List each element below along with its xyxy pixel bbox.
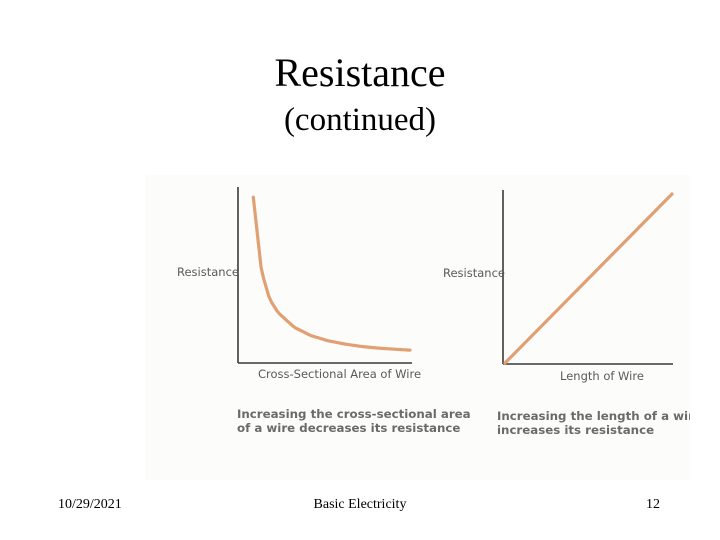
- chart-figure: Resistance Cross-Sectional Area of Wire …: [145, 175, 702, 480]
- left-y-label: Resistance: [177, 265, 239, 279]
- chart-area-vs-resistance: Resistance Cross-Sectional Area of Wire …: [177, 187, 471, 435]
- left-x-label: Cross-Sectional Area of Wire: [258, 367, 421, 381]
- right-caption-line-1: Increasing the length of a wire: [497, 409, 690, 423]
- left-caption-line-1: Increasing the cross-sectional area: [237, 407, 471, 421]
- page-number: 12: [646, 497, 660, 512]
- right-resistance-line: [503, 192, 674, 365]
- right-caption-line-2: increases its resistance: [497, 423, 654, 437]
- slide-title: Resistance: [274, 50, 446, 95]
- footer-title: Basic Electricity: [313, 497, 407, 512]
- right-y-label: Resistance: [443, 266, 505, 280]
- slide-subtitle: (continued): [283, 102, 437, 138]
- footer-date: 10/29/2021: [58, 497, 122, 512]
- chart-length-vs-resistance: Resistance Length of Wire Increasing the…: [443, 190, 702, 437]
- charts-svg: Resistance Cross-Sectional Area of Wire …: [177, 187, 702, 437]
- left-caption-line-2: of a wire decreases its resistance: [237, 421, 460, 435]
- right-x-label: Length of Wire: [560, 369, 644, 383]
- left-resistance-curve: [251, 195, 412, 352]
